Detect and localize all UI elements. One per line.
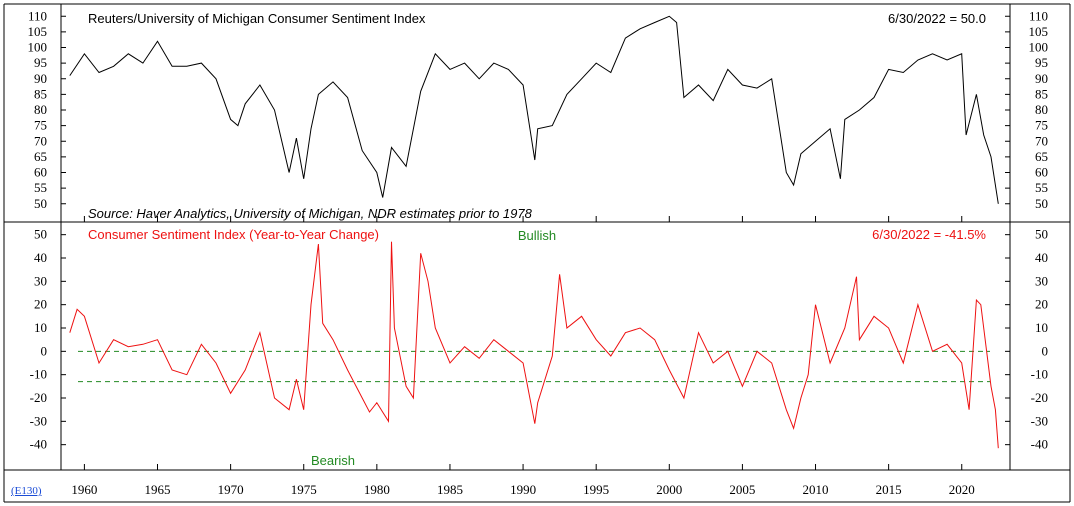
- bottom-ytick-label-right: 10: [1035, 320, 1048, 335]
- top-ytick-label-left: 65: [34, 149, 47, 164]
- top-ytick-label-right: 90: [1035, 71, 1048, 86]
- top-ytick-label-right: 75: [1035, 118, 1048, 133]
- xtick-label: 1980: [364, 482, 390, 497]
- top-ytick-label-left: 55: [34, 180, 47, 195]
- top-latest-note: 6/30/2022 = 50.0: [888, 11, 986, 26]
- top-ytick-label-right: 50: [1035, 196, 1048, 211]
- top-ytick-label-left: 60: [34, 165, 47, 180]
- top-panel: Reuters/University of Michigan Consumer …: [28, 8, 1049, 221]
- bottom-ytick-label-left: 40: [34, 250, 47, 265]
- bottom-ytick-label-left: -40: [30, 437, 47, 452]
- xtick-label: 2005: [729, 482, 755, 497]
- top-ytick-label-right: 80: [1035, 102, 1048, 117]
- bearish-label: Bearish: [311, 453, 355, 468]
- sentiment-index-line: [69, 15, 999, 204]
- top-ytick-label-right: 85: [1035, 86, 1048, 101]
- xtick-label: 1970: [218, 482, 244, 497]
- bottom-latest-note: 6/30/2022 = -41.5%: [872, 227, 986, 242]
- top-ytick-label-right: 100: [1029, 40, 1049, 55]
- top-ytick-label-right: 60: [1035, 165, 1048, 180]
- bottom-ytick-label-left: 20: [34, 297, 47, 312]
- bottom-ytick-label-right: 0: [1042, 343, 1049, 358]
- top-ytick-label-right: 110: [1029, 8, 1048, 23]
- xtick-label: 1985: [437, 482, 463, 497]
- top-ytick-label-right: 105: [1029, 24, 1049, 39]
- xtick-label: 1995: [583, 482, 609, 497]
- xtick-label: 2000: [656, 482, 682, 497]
- xtick-label: 1965: [145, 482, 171, 497]
- xtick-label: 2015: [876, 482, 902, 497]
- bottom-panel: Consumer Sentiment Index (Year-to-Year C…: [30, 227, 1048, 468]
- bottom-ytick-label-left: 50: [34, 227, 47, 242]
- bottom-ytick-label-left: 30: [34, 273, 47, 288]
- bullish-label: Bullish: [518, 228, 556, 243]
- top-ytick-label-left: 85: [34, 86, 47, 101]
- top-ytick-label-right: 95: [1035, 55, 1048, 70]
- x-axis: 1960 1965 1970 1975 1980 1985 1990 1995 2000 2005…: [71, 216, 975, 497]
- top-ytick-label-left: 50: [34, 196, 47, 211]
- xtick-label: 1975: [291, 482, 317, 497]
- bottom-ytick-label-left: -30: [30, 413, 47, 428]
- xtick-label: 2020: [949, 482, 975, 497]
- bottom-ytick-label-right: 20: [1035, 297, 1048, 312]
- bottom-ytick-label-left: 10: [34, 320, 47, 335]
- bottom-ytick-label-left: -20: [30, 390, 47, 405]
- top-ytick-label-left: 95: [34, 55, 47, 70]
- xtick-label: 2010: [803, 482, 829, 497]
- top-chart-title: Reuters/University of Michigan Consumer …: [88, 11, 426, 26]
- xtick-label: 1990: [510, 482, 536, 497]
- top-ytick-label-right: 55: [1035, 180, 1048, 195]
- bottom-ytick-label-right: 50: [1035, 227, 1048, 242]
- bottom-ytick-label-left: -10: [30, 367, 47, 382]
- bottom-ytick-label-right: -10: [1031, 367, 1048, 382]
- top-ytick-label-left: 90: [34, 71, 47, 86]
- bottom-ytick-label-right: 30: [1035, 273, 1048, 288]
- xtick-label: 1960: [71, 482, 97, 497]
- top-ytick-label-left: 80: [34, 102, 47, 117]
- bottom-y-axis-left: -40 -30 -20 -10 0 10 20 30 40 50: [30, 227, 66, 452]
- bottom-ytick-label-right: -40: [1031, 437, 1048, 452]
- bottom-ytick-label-right: 40: [1035, 250, 1048, 265]
- top-ytick-label-left: 105: [28, 24, 48, 39]
- reference-link[interactable]: (E130): [11, 485, 42, 497]
- top-ytick-label-left: 100: [28, 40, 48, 55]
- bottom-y-axis-right: -40 -30 -20 -10 0 10 20 30 40 50: [1005, 227, 1048, 452]
- top-ytick-label-right: 65: [1035, 149, 1048, 164]
- top-ytick-label-left: 110: [28, 8, 47, 23]
- bottom-ytick-label-right: -30: [1031, 413, 1048, 428]
- bottom-chart-title: Consumer Sentiment Index (Year-to-Year C…: [88, 227, 379, 242]
- yoy-change-line: [69, 241, 999, 449]
- top-ytick-label-right: 70: [1035, 133, 1048, 148]
- threshold-lines: [78, 350, 990, 383]
- top-ytick-label-left: 75: [34, 118, 47, 133]
- bottom-ytick-label-right: -20: [1031, 390, 1048, 405]
- bottom-ytick-label-left: 0: [41, 343, 48, 358]
- top-ytick-label-left: 70: [34, 133, 47, 148]
- source-note: Source: Haver Analytics, University of M…: [88, 206, 533, 221]
